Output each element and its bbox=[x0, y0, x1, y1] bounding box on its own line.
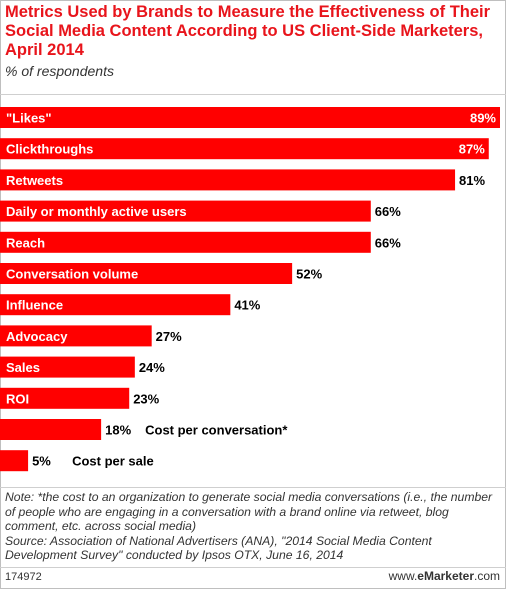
category-label: Reach bbox=[6, 235, 45, 250]
category-label: Advocacy bbox=[6, 329, 68, 344]
value-label: 66% bbox=[375, 204, 401, 219]
value-label: 27% bbox=[156, 329, 182, 344]
category-label: Conversation volume bbox=[6, 267, 138, 282]
chart-footnote: Note: *the cost to an organization to ge… bbox=[5, 490, 501, 563]
category-label: Clickthroughs bbox=[6, 142, 93, 157]
bar bbox=[0, 294, 231, 316]
category-label: "Likes" bbox=[6, 111, 52, 126]
bar bbox=[0, 169, 456, 191]
value-label: 89% bbox=[470, 111, 496, 126]
bar bbox=[0, 387, 130, 409]
category-label: Sales bbox=[6, 360, 40, 375]
chart-title: Metrics Used by Brands to Measure the Ef… bbox=[5, 3, 491, 59]
bar bbox=[0, 450, 29, 472]
bar bbox=[0, 325, 152, 347]
value-label: 23% bbox=[133, 391, 159, 406]
source-text: Source: Association of National Advertis… bbox=[5, 533, 432, 563]
chart-subtitle: % of respondents bbox=[5, 63, 114, 79]
bar bbox=[0, 107, 501, 128]
value-label: 66% bbox=[375, 235, 401, 250]
bar bbox=[0, 200, 371, 222]
value-label: 52% bbox=[296, 267, 322, 282]
divider bbox=[0, 94, 506, 95]
category-label: Cost per conversation* bbox=[145, 423, 288, 438]
brand-prefix: www. bbox=[388, 569, 418, 583]
note-text: Note: *the cost to an organization to ge… bbox=[5, 490, 493, 533]
bar bbox=[0, 419, 102, 440]
value-label: 5% bbox=[32, 454, 51, 469]
bar bbox=[0, 356, 135, 378]
bar bbox=[0, 231, 371, 253]
category-label: Influence bbox=[6, 298, 63, 313]
bar-chart: "Likes" 89% Clickthroughs 87% Retweets 81% Dai… bbox=[0, 107, 501, 472]
value-label: 81% bbox=[459, 173, 485, 188]
value-label: 87% bbox=[459, 142, 485, 157]
brand-name: eMarketer bbox=[417, 569, 474, 583]
bar bbox=[0, 263, 293, 284]
bar bbox=[0, 138, 489, 160]
category-label: ROI bbox=[6, 391, 29, 406]
category-label: Cost per sale bbox=[72, 454, 154, 469]
category-label: Retweets bbox=[6, 173, 63, 188]
brand-suffix: .com bbox=[473, 569, 500, 583]
category-label: Daily or monthly active users bbox=[6, 204, 187, 219]
chart-id: 174972 bbox=[5, 571, 42, 583]
brand-credit[interactable]: www.eMarketer.com bbox=[389, 569, 500, 583]
value-label: 24% bbox=[139, 360, 165, 375]
divider bbox=[0, 487, 506, 488]
divider bbox=[0, 567, 506, 568]
value-label: 18% bbox=[105, 423, 131, 438]
value-label: 41% bbox=[234, 298, 260, 313]
